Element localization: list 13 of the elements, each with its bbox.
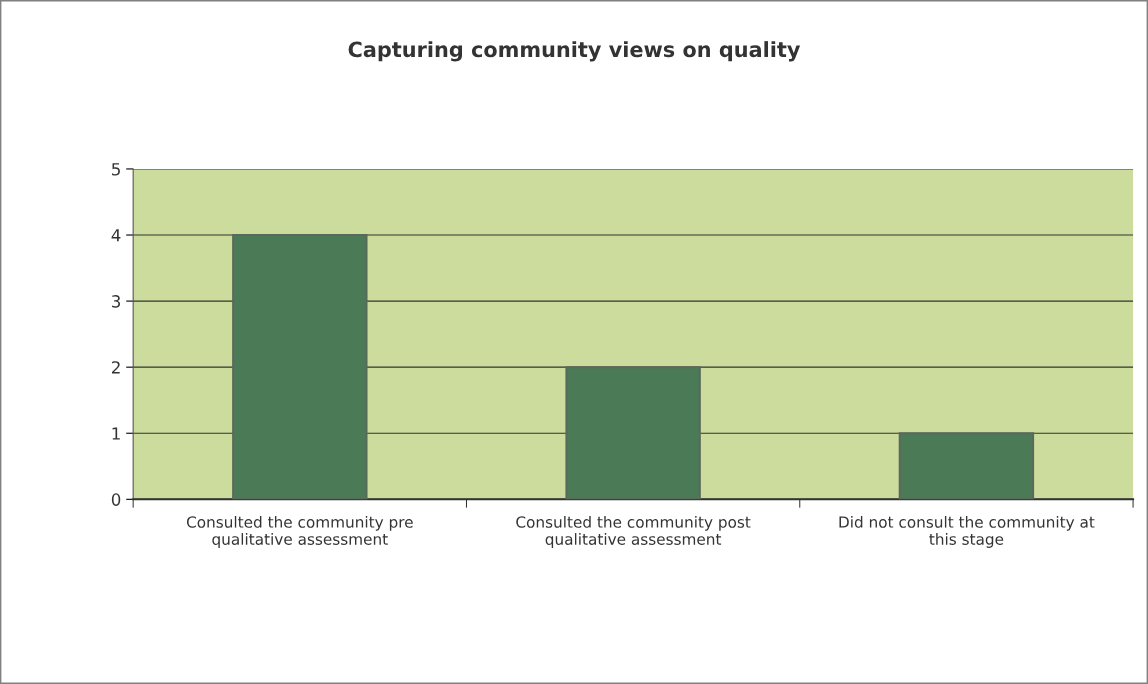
y-tick-label: 0: [111, 493, 121, 506]
y-tick-label: 5: [112, 163, 120, 176]
x-tick-label: Consulted the community post qualitative assessment: [516, 515, 751, 548]
bar: [898, 432, 1035, 500]
x-tick-label: Did not consult the community at this stage: [839, 515, 1095, 548]
y-tick-label: 3: [112, 295, 121, 308]
y-tick-label: 2: [111, 361, 120, 374]
x-tick-label: Consulted the community pre qualitative assessment: [186, 515, 413, 548]
bar: [565, 366, 701, 500]
y-tick-label: 4: [111, 229, 121, 242]
bar: [232, 233, 368, 500]
y-tick-label: 1: [112, 427, 120, 440]
chart-title: Capturing community views on quality: [348, 41, 801, 62]
